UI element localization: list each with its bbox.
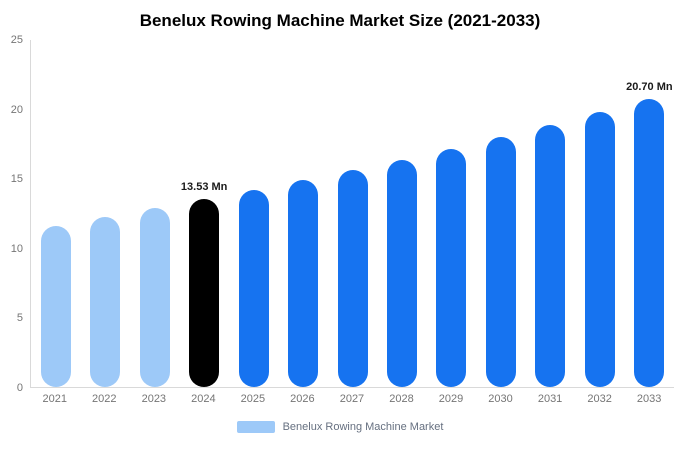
x-axis-label: 2022 — [92, 393, 117, 405]
x-axis-label: 2026 — [290, 393, 315, 405]
bar-column: 13.53 Mn — [179, 40, 228, 387]
y-tick-label: 10 — [10, 242, 23, 255]
bar-2032[interactable] — [584, 112, 615, 387]
bar-2031[interactable] — [535, 124, 566, 387]
bar-2029[interactable] — [436, 148, 467, 387]
y-tick-label: 25 — [10, 34, 23, 46]
x-axis-label: 2029 — [438, 393, 464, 405]
x-axis-label: 2031 — [537, 393, 563, 405]
bar-2025[interactable] — [238, 189, 269, 387]
bar-column — [229, 40, 278, 387]
bar-column — [328, 40, 377, 387]
chart-title: Benelux Rowing Machine Market Size (2021… — [139, 11, 541, 30]
bar-column — [526, 40, 575, 387]
x-axis-label: 2027 — [339, 393, 365, 405]
x-axis-label: 2028 — [389, 393, 414, 405]
bar-2028[interactable] — [387, 159, 418, 387]
bar-column — [80, 40, 129, 387]
bar-2023[interactable] — [139, 208, 170, 387]
y-tick-label: 20 — [10, 103, 23, 116]
bar-column — [31, 40, 80, 387]
bar-value-label: 13.53 Mn — [180, 180, 228, 193]
legend-swatch-icon — [236, 421, 275, 433]
bar-2024[interactable] — [189, 198, 220, 387]
y-axis: 0 5 10 15 20 25 — [0, 34, 30, 394]
bar-column — [575, 40, 624, 387]
x-axis-label: 2023 — [141, 393, 167, 405]
bar-value-label: 20.70 Mn — [626, 80, 673, 93]
bar-2026[interactable] — [288, 180, 319, 387]
x-axis-label: 2030 — [488, 393, 513, 405]
y-tick-label: 15 — [10, 173, 23, 186]
bar-column — [278, 40, 327, 387]
bar-column — [377, 40, 426, 387]
plot-area: 13.53 Mn 20.70 Mn — [30, 40, 674, 388]
legend[interactable]: Benelux Rowing Machine Market — [0, 418, 680, 436]
bar-2030[interactable] — [485, 137, 516, 387]
x-axis-label: 2024 — [191, 393, 216, 405]
y-tick-label: 0 — [16, 382, 23, 394]
bar-column — [476, 40, 525, 387]
bar-2027[interactable] — [337, 170, 368, 387]
bar-2021[interactable] — [40, 225, 71, 387]
bar-2033[interactable] — [634, 98, 665, 387]
legend-label: Benelux Rowing Machine Market — [282, 421, 444, 433]
x-axis-label: 2021 — [42, 393, 67, 405]
x-axis-label: 2025 — [240, 393, 266, 405]
bar-column — [427, 40, 476, 387]
x-axis-label: 2033 — [636, 393, 662, 405]
y-tick-label: 5 — [16, 312, 23, 325]
chart-plot-row: 0 5 10 15 20 25 13.53 Mn 20.70 Mn — [0, 34, 680, 394]
x-axis-labels: 2021 2022 2023 2024 2025 2026 2027 2028 2029 2030… — [30, 388, 674, 410]
bar-column — [130, 40, 179, 387]
bar-2022[interactable] — [90, 217, 121, 387]
x-axis-label: 2032 — [587, 393, 612, 405]
bar-column: 20.70 Mn — [625, 40, 674, 387]
